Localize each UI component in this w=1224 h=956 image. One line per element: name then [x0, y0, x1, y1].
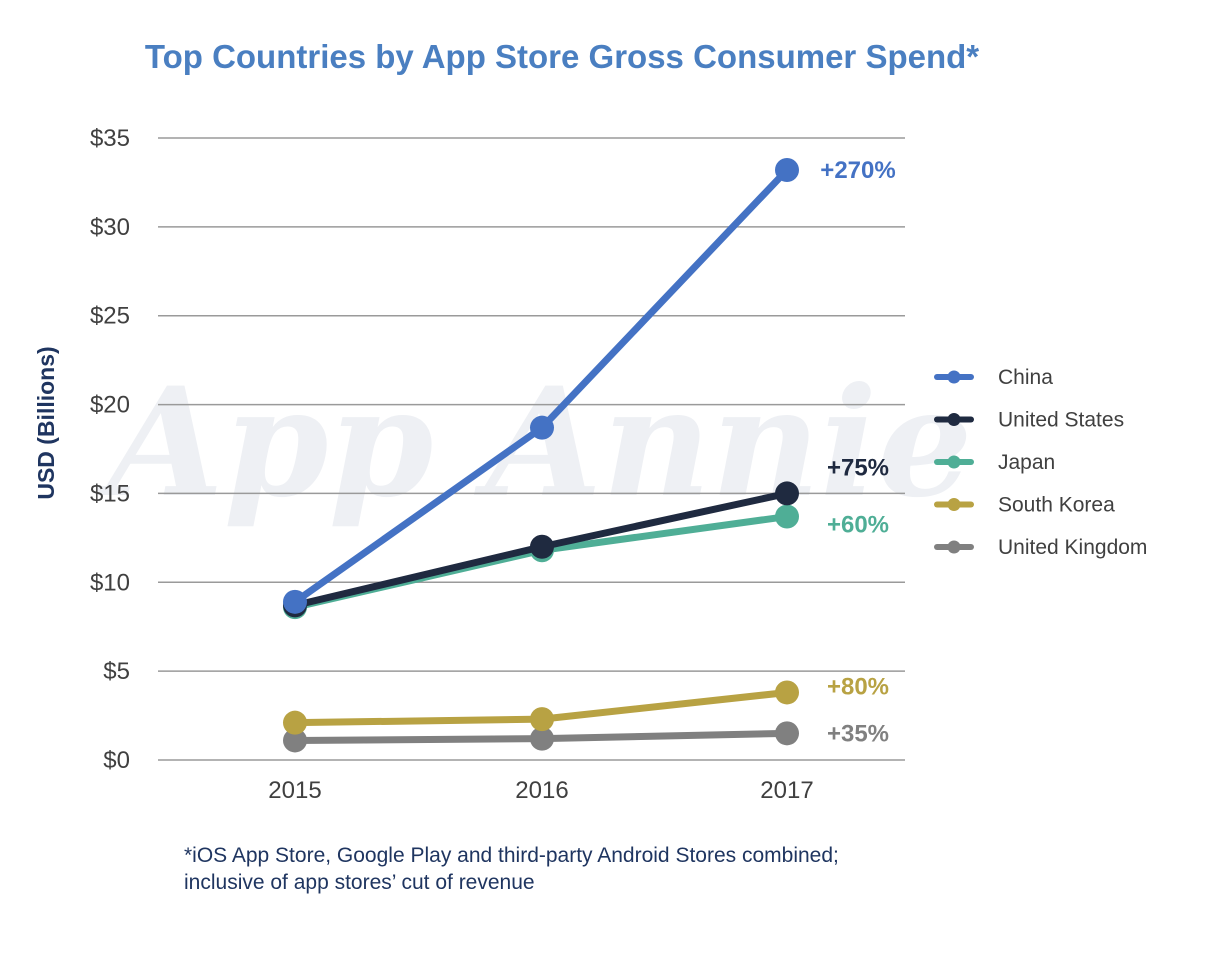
data-point: [283, 710, 307, 735]
chart-title: Top Countries by App Store Gross Consume…: [145, 38, 979, 75]
footnote: *iOS App Store, Google Play and third-pa…: [184, 842, 1084, 896]
data-point: [775, 504, 799, 529]
legend-marker: [947, 540, 961, 554]
legend-item: Japan: [934, 451, 1055, 474]
data-point: [283, 728, 307, 753]
legend-label: United Kingdom: [998, 536, 1147, 559]
legend-marker: [947, 370, 961, 384]
x-tick-label: 2016: [515, 777, 568, 804]
legend-label: Japan: [998, 451, 1055, 474]
y-tick-label: $0: [103, 747, 130, 774]
y-tick-label: $5: [103, 658, 130, 685]
y-axis-label: USD (Billions): [33, 346, 59, 499]
footnote-line-1: *iOS App Store, Google Play and third-pa…: [184, 844, 839, 867]
y-tick-label: $30: [90, 214, 130, 241]
growth-label: +35%: [827, 720, 889, 747]
grid-lines: [158, 137, 905, 761]
legend-marker: [947, 455, 961, 469]
data-point: [530, 534, 554, 559]
data-point: [530, 707, 554, 732]
y-tick-label: $20: [90, 392, 130, 419]
footnote-line-2: inclusive of app stores’ cut of revenue: [184, 871, 535, 894]
data-point: [530, 726, 554, 751]
data-point: [775, 680, 799, 705]
legend: China United States Japan South Korea United…: [934, 366, 1147, 559]
data-point: [775, 157, 799, 182]
legend-item: China: [934, 366, 1053, 389]
growth-label: +80%: [827, 673, 889, 700]
data-point: [775, 481, 799, 506]
growth-label: +60%: [827, 512, 889, 539]
series-china: [283, 157, 799, 614]
growth-label: +270%: [820, 157, 895, 184]
legend-item: United Kingdom: [934, 536, 1147, 559]
x-tick-label: 2017: [760, 777, 813, 804]
y-tick-label: $35: [90, 125, 130, 152]
watermark-logo: App Annie: [95, 355, 972, 531]
y-tick-label: $10: [90, 569, 130, 596]
series-south-korea: [283, 680, 799, 735]
growth-annotations: +270% +75% +60% +80% +35%: [820, 157, 895, 747]
legend-label: South Korea: [998, 494, 1115, 517]
series-united-kingdom: [283, 721, 799, 753]
legend-item: United States: [934, 409, 1124, 432]
legend-marker: [947, 413, 961, 426]
data-point: [775, 721, 799, 746]
y-tick-label: $25: [90, 303, 130, 330]
x-axis-ticks: 2015 2016 2017: [268, 777, 813, 804]
growth-label: +75%: [827, 454, 889, 481]
y-axis-ticks: $0 $5 $10 $15 $20 $25 $30 $35: [90, 125, 130, 774]
data-point: [283, 589, 307, 614]
data-point: [530, 415, 554, 440]
legend-label: United States: [998, 409, 1124, 432]
legend-label: China: [998, 366, 1053, 389]
y-tick-label: $15: [90, 480, 130, 507]
legend-marker: [947, 498, 961, 511]
series-lines: [283, 157, 799, 753]
legend-item: South Korea: [934, 494, 1115, 517]
x-tick-label: 2015: [268, 777, 321, 804]
